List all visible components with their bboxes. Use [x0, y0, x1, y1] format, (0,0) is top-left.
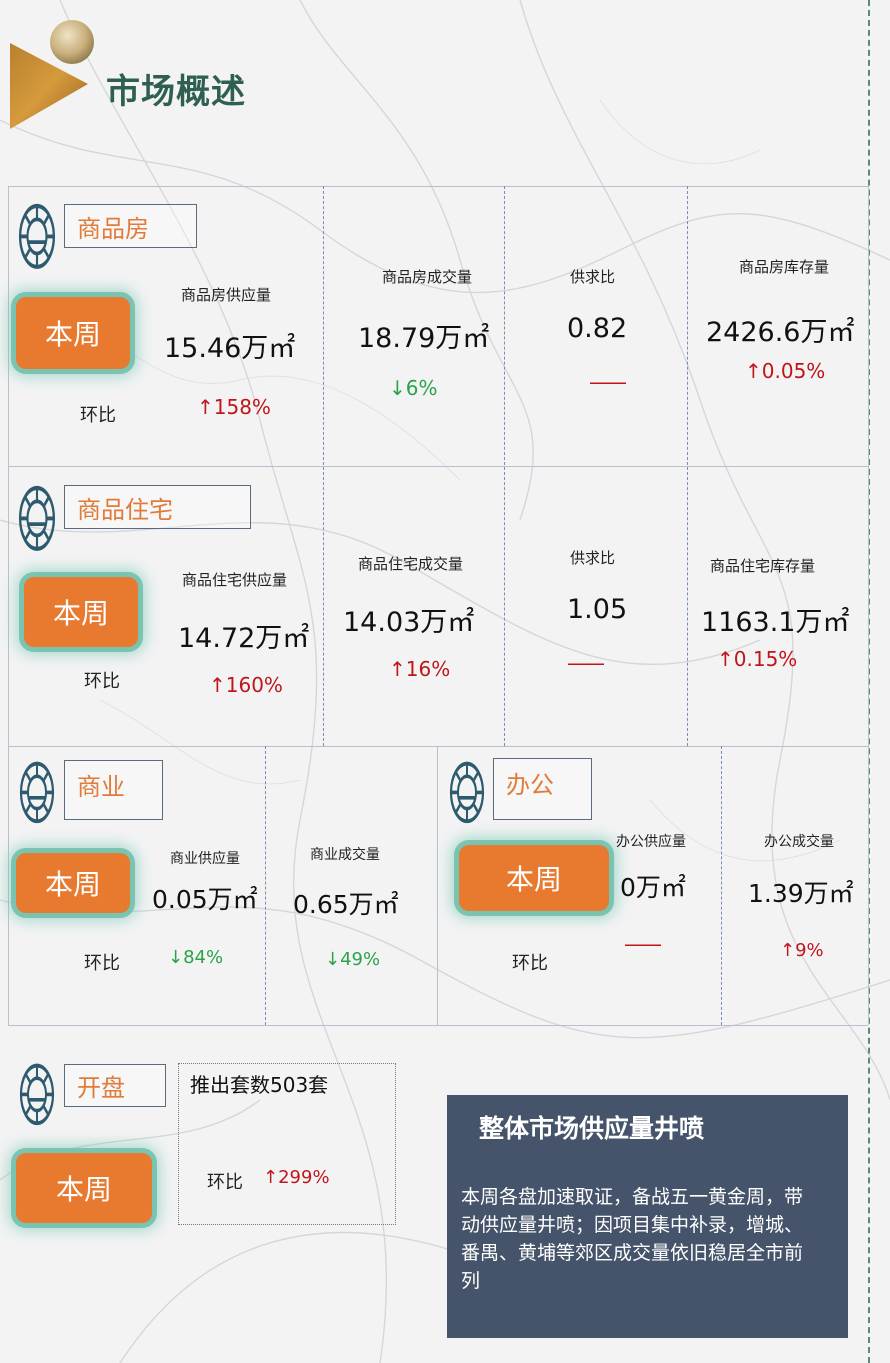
residential-supply-label: 商品住宅供应量 [182, 571, 288, 589]
office-deal-label: 办公成交量 [764, 834, 834, 850]
wheel-icon [18, 202, 56, 270]
business-supply-value: 0.05万㎡ [152, 885, 258, 914]
office-deal-value: 1.39万㎡ [748, 879, 854, 908]
residential-stock-label: 商品住宅库存量 [710, 557, 816, 575]
residential-deal-value: 14.03万㎡ [343, 607, 475, 638]
commodity-ratio-value: 0.82 [567, 313, 628, 344]
table-left-line [8, 186, 9, 1025]
mom-label: 环比 [512, 953, 548, 974]
office-supply-label: 办公供应量 [616, 834, 686, 850]
commodity-deal-change: ↓6% [389, 376, 438, 400]
residential-deal-label: 商品住宅成交量 [358, 555, 464, 573]
summary-panel: 整体市场供应量井喷 本周各盘加速取证，备战五一黄金周，带动供应量井喷；因项目集中… [447, 1095, 848, 1338]
summary-body: 本周各盘加速取证，备战五一黄金周，带动供应量井喷；因项目集中补录，增城、番禺、黄… [461, 1186, 804, 1292]
category-office: 办公 [493, 758, 592, 820]
business-deal-value: 0.65万㎡ [293, 890, 399, 919]
residential-deal-change: ↑16% [389, 657, 451, 681]
wheel-icon [449, 761, 485, 824]
commodity-supply-label: 商品房供应量 [181, 286, 272, 304]
col-sep-5 [437, 746, 438, 1025]
residential-stock-value: 1163.1万㎡ [701, 607, 850, 638]
commodity-stock-label: 商品房库存量 [739, 258, 830, 276]
residential-stock-change: ↑0.15% [717, 647, 798, 671]
residential-supply-change: ↑160% [209, 673, 283, 697]
wheel-icon [19, 761, 55, 824]
this-week-button[interactable]: 本周 [16, 853, 130, 913]
office-supply-change: —— [624, 932, 662, 956]
commodity-supply-change: ↑158% [197, 395, 271, 419]
commodity-ratio-label: 供求比 [570, 268, 616, 286]
office-supply-value: 0万㎡ [620, 873, 686, 902]
mom-label: 环比 [84, 953, 120, 974]
this-week-button[interactable]: 本周 [16, 297, 130, 369]
this-week-button[interactable]: 本周 [24, 577, 138, 647]
col-sep-6 [721, 746, 722, 1025]
wheel-icon [19, 1063, 55, 1126]
commodity-deal-label: 商品房成交量 [382, 268, 473, 286]
wheel-icon [18, 484, 56, 552]
office-deal-change: ↑9% [780, 940, 824, 961]
col-sep-2 [504, 186, 505, 746]
commodity-stock-change: ↑0.05% [745, 359, 826, 383]
commodity-deal-value: 18.79万㎡ [358, 323, 490, 354]
table-top-line [8, 186, 868, 187]
residential-ratio-change: —— [567, 651, 605, 675]
mom-label: 环比 [207, 1172, 243, 1193]
col-sep-1 [323, 186, 324, 746]
residential-ratio-label: 供求比 [570, 549, 616, 567]
residential-ratio-value: 1.05 [567, 594, 628, 625]
business-deal-change: ↓49% [325, 949, 381, 970]
page-frame [868, 0, 870, 1363]
this-week-button[interactable]: 本周 [16, 1153, 152, 1223]
category-opening: 开盘 [64, 1064, 166, 1107]
category-business: 商业 [64, 760, 163, 820]
business-supply-change: ↓84% [168, 947, 224, 968]
commodity-ratio-change: —— [589, 370, 627, 394]
category-residential: 商品住宅 [64, 485, 251, 529]
page-title: 市场概述 [106, 72, 246, 112]
table-line-2 [8, 746, 868, 747]
commodity-stock-value: 2426.6万㎡ [706, 317, 855, 348]
mom-label: 环比 [80, 405, 116, 426]
summary-title: 整体市场供应量井喷 [479, 1114, 705, 1143]
residential-supply-value: 14.72万㎡ [178, 623, 310, 654]
col-sep-4 [265, 746, 266, 1025]
header-triangle-icon [10, 20, 94, 129]
table-right-line [868, 186, 869, 1025]
mom-label: 环比 [84, 671, 120, 692]
col-sep-3 [687, 186, 688, 746]
opening-change: ↑299% [263, 1167, 330, 1188]
opening-units: 推出套数503套 [190, 1073, 329, 1097]
category-commodity: 商品房 [64, 204, 197, 248]
opening-box [178, 1063, 396, 1225]
commodity-supply-value: 15.46万㎡ [164, 333, 296, 364]
table-line-3 [8, 1025, 868, 1026]
business-supply-label: 商业供应量 [170, 851, 240, 867]
this-week-button[interactable]: 本周 [459, 845, 609, 911]
business-deal-label: 商业成交量 [310, 847, 380, 863]
table-line-1 [8, 466, 868, 467]
